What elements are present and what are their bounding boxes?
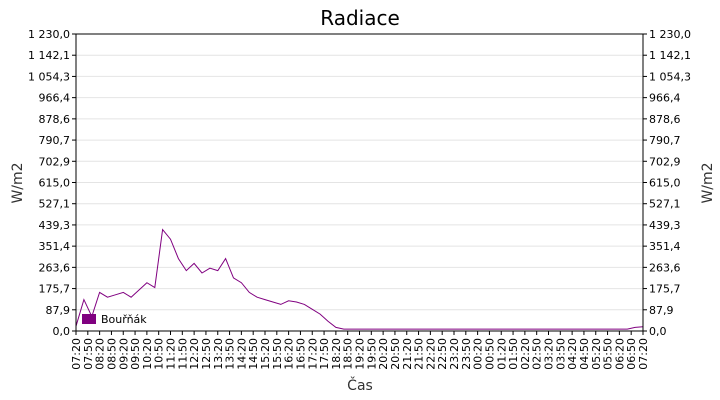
x-tick-label: 04:20: [566, 338, 579, 370]
x-tick-label: 14:20: [235, 338, 248, 370]
x-tick-label: 19:50: [365, 338, 378, 370]
y-tick-label-right: 263,6: [649, 261, 681, 274]
x-tick-label: 10:50: [153, 338, 166, 370]
x-tick-label: 15:50: [271, 338, 284, 370]
y-tick-label: 878,6: [39, 113, 71, 126]
x-tick-label: 09:20: [117, 338, 130, 370]
y-tick-label-right: 878,6: [649, 113, 681, 126]
plot-frame: [75, 33, 644, 332]
x-tick-label: 15:20: [259, 338, 272, 370]
x-tick-label: 23:20: [448, 338, 461, 370]
x-tick-label: 00:50: [483, 338, 496, 370]
y-tick-label: 175,7: [39, 283, 71, 296]
y-tick-label-right: 0,0: [649, 325, 667, 338]
x-tick-label: 17:20: [306, 338, 319, 370]
y-tick-label: 263,6: [39, 261, 71, 274]
y-tick-label: 1 054,3: [28, 70, 70, 83]
x-tick-label: 02:50: [531, 338, 544, 370]
y-tick-label-right: 1 142,1: [649, 49, 691, 62]
x-tick-label: 21:20: [401, 338, 414, 370]
y-tick-label-right: 615,0: [649, 177, 681, 190]
x-tick-label: 16:20: [283, 338, 296, 370]
x-tick-label: 22:50: [436, 338, 449, 370]
legend: Bouřňák: [82, 313, 147, 326]
x-tick-label: 13:20: [212, 338, 225, 370]
x-tick-label: 05:50: [602, 338, 615, 370]
x-tick-label: 02:20: [519, 338, 532, 370]
x-tick-label: 20:20: [377, 338, 390, 370]
x-tick-label: 09:50: [129, 338, 142, 370]
x-tick-label: 01:50: [507, 338, 520, 370]
x-axis-label: Čas: [347, 376, 373, 394]
y-tick-label-right: 87,9: [649, 304, 674, 317]
y-tick-label-right: 439,3: [649, 219, 681, 232]
y-tick-label: 351,4: [39, 240, 71, 253]
y-tick-label: 790,7: [39, 134, 71, 147]
x-tick-label: 01:20: [495, 338, 508, 370]
y-ticks-left: 0,0 87,9 175,7 263,6 351,4 439,3 527,1 615,0 702…: [28, 28, 76, 338]
plot-series: [75, 228, 644, 330]
x-tick-label: 21:50: [413, 338, 426, 370]
x-tick-label: 12:50: [200, 338, 213, 370]
x-tick-label: 20:50: [389, 338, 402, 370]
x-tick-label: 03:50: [554, 338, 567, 370]
y-axis-label-right: W/m2: [700, 162, 716, 203]
x-tick-label: 22:20: [424, 338, 437, 370]
x-tick-label: 06:50: [625, 338, 638, 370]
x-ticks: 07:2007:5008:2008:5009:2009:5010:2010:50…: [70, 331, 650, 370]
x-tick-label: 06:20: [613, 338, 626, 370]
x-tick-label: 14:50: [247, 338, 260, 370]
x-tick-label: 13:50: [224, 338, 237, 370]
x-tick-label: 11:50: [176, 338, 189, 370]
y-ticks-right: 0,0 87,9 175,7 263,6 351,4 439,3 527,1 615,0 702…: [643, 28, 691, 338]
y-tick-label: 527,1: [39, 198, 71, 211]
x-tick-label: 08:20: [94, 338, 107, 370]
y-tick-label: 1 230,0: [28, 28, 70, 41]
chart-title: Radiace: [320, 6, 400, 30]
legend-swatch: [82, 314, 96, 324]
x-tick-label: 08:50: [105, 338, 118, 370]
y-tick-label-right: 790,7: [649, 134, 681, 147]
y-gridlines: [76, 33, 643, 332]
y-tick-label-right: 351,4: [649, 240, 681, 253]
x-tick-label: 07:20: [70, 338, 83, 370]
y-tick-label-right: 175,7: [649, 283, 681, 296]
y-tick-label: 966,4: [39, 92, 71, 105]
y-tick-label-right: 527,1: [649, 198, 681, 211]
x-tick-label: 07:50: [82, 338, 95, 370]
x-tick-label: 17:50: [318, 338, 331, 370]
y-tick-label: 87,9: [46, 304, 71, 317]
y-tick-label: 0,0: [53, 325, 71, 338]
x-tick-label: 05:20: [590, 338, 603, 370]
x-tick-label: 10:20: [141, 338, 154, 370]
x-tick-label: 23:50: [460, 338, 473, 370]
x-tick-label: 19:20: [354, 338, 367, 370]
x-tick-label: 18:50: [342, 338, 355, 370]
y-tick-label-right: 1 230,0: [649, 28, 691, 41]
x-tick-label: 04:50: [578, 338, 591, 370]
x-tick-label: 11:20: [165, 338, 178, 370]
y-axis-label-left: W/m2: [10, 162, 26, 203]
x-tick-label: 12:20: [188, 338, 201, 370]
y-tick-label: 1 142,1: [28, 49, 70, 62]
series-line: [75, 228, 644, 330]
y-tick-label: 702,9: [39, 155, 71, 168]
y-tick-label-right: 966,4: [649, 92, 681, 105]
y-tick-label-right: 702,9: [649, 155, 681, 168]
x-tick-label: 07:20: [637, 338, 650, 370]
x-tick-label: 03:20: [543, 338, 556, 370]
y-tick-label: 615,0: [39, 177, 71, 190]
x-tick-label: 16:50: [294, 338, 307, 370]
x-tick-label: 18:20: [330, 338, 343, 370]
x-tick-label: 00:20: [472, 338, 485, 370]
legend-label: Bouřňák: [101, 313, 147, 326]
y-tick-label: 439,3: [39, 219, 71, 232]
y-tick-label-right: 1 054,3: [649, 70, 691, 83]
